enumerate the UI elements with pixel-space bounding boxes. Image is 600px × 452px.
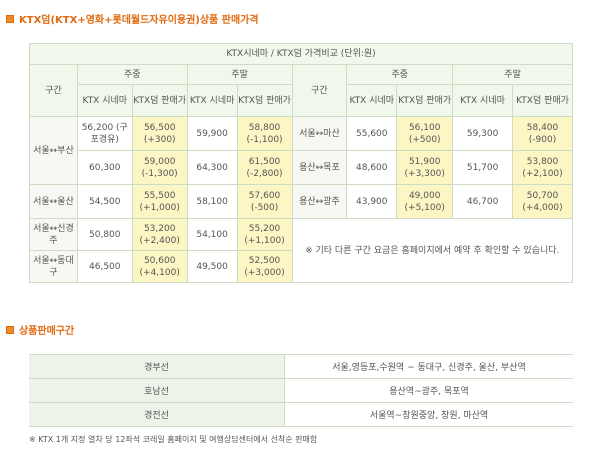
line-name: 호남선 — [29, 378, 285, 403]
price-cell: 52,500 (+3,000) — [236, 250, 293, 283]
section-title-text: 상품판매구간 — [19, 326, 75, 337]
price-cell: 49,000 (+5,100) — [396, 184, 454, 219]
section-title-text: KTX덤(KTX+영화+롯데월드자유이용권)상품 판매가격 — [19, 15, 259, 26]
price-cell: 54,500 — [76, 184, 133, 219]
price-cell: 53,800 (+2,100) — [512, 150, 573, 185]
header-dum-price: KTX덤 판매가 — [131, 84, 188, 117]
table-row: 60,300 59,000 (-1,300) 64,300 61,500 (-2… — [30, 150, 573, 185]
header-weekend: 주말 — [452, 64, 573, 85]
price-cell: 50,600 (+4,100) — [131, 250, 188, 283]
routes-table: 경부선 서울,영등포,수원역 ~ 동대구, 신경주, 울산, 부산역 호남선 용… — [29, 354, 573, 427]
price-cell: 46,700 — [452, 184, 514, 219]
price-cell: 56,100 (+500) — [396, 116, 454, 151]
table-row: 서울↔동대구 46,500 50,600 (+4,100) 49,500 52,… — [29, 250, 573, 283]
route-label: 용산↔광주 — [291, 184, 348, 219]
price-cell: 56,500 (+300) — [131, 116, 188, 151]
route-label: 서울↔동대구 — [29, 250, 78, 283]
price-cell: 55,500 (+1,000) — [131, 184, 188, 219]
price-table: KTX시네마 / KTX덤 가격비교 (단위:원) 구간 주중 주말 구간 주중… — [29, 43, 574, 283]
header-dum-price: KTX덤 판매가 — [512, 84, 573, 117]
price-cell: 49,500 — [186, 250, 238, 283]
price-cell: 51,900 (+3,300) — [396, 150, 454, 185]
route-label: 서울↔신경주 — [29, 218, 78, 251]
bullet-icon — [6, 14, 14, 23]
table-caption: KTX시네마 / KTX덤 가격비교 (단위:원) — [29, 43, 573, 65]
line-stations: 용산역~광주, 목포역 — [284, 378, 573, 403]
price-cell: 58,100 — [186, 184, 238, 219]
price-cell: 59,300 — [452, 116, 514, 151]
route-note: ※ 기타 다른 구간 요금은 홈페이지에서 예약 후 확인할 수 있습니다. — [291, 218, 574, 283]
header-ktx-cinema: KTX 시네마 — [452, 84, 514, 117]
table-row: 서울↔울산 54,500 55,500 (+1,000) 58,100 57,6… — [29, 184, 573, 219]
header-section: 구간 — [29, 64, 78, 117]
price-cell: 53,200 (+2,400) — [131, 218, 188, 251]
header-ktx-cinema: KTX 시네마 — [76, 84, 133, 117]
price-cell: 50,700 (+4,000) — [512, 184, 573, 219]
header-weekday: 주중 — [76, 64, 188, 85]
price-cell: 50,800 — [76, 218, 133, 251]
header-weekend: 주말 — [186, 64, 293, 85]
price-cell: 48,600 — [346, 150, 398, 185]
section-title-routes: 상품판매구간 — [6, 322, 74, 337]
route-label: 서울↔마산 — [291, 116, 348, 151]
header-ktx-cinema: KTX 시네마 — [346, 84, 398, 117]
price-cell: 61,500 (-2,800) — [236, 150, 293, 185]
header-ktx-cinema: KTX 시네마 — [186, 84, 238, 117]
price-cell: 57,600 (-500) — [236, 184, 293, 219]
price-cell: 60,300 — [76, 150, 133, 185]
bullet-icon — [6, 325, 14, 334]
line-stations: 서울,영등포,수원역 ~ 동대구, 신경주, 울산, 부산역 — [284, 354, 573, 379]
header-section: 구간 — [291, 64, 348, 117]
table-row: 호남선 용산역~광주, 목포역 — [29, 378, 573, 403]
price-cell: 54,100 — [186, 218, 238, 251]
table-row: 경부선 서울,영등포,수원역 ~ 동대구, 신경주, 울산, 부산역 — [29, 354, 573, 379]
price-cell: 43,900 — [346, 184, 398, 219]
table-row: 서울↔신경주 50,800 53,200 (+2,400) 54,100 55,… — [29, 218, 574, 283]
line-name: 경전선 — [29, 402, 285, 427]
price-cell: 58,400 (-900) — [512, 116, 573, 151]
header-weekday: 주중 — [346, 64, 454, 85]
price-cell: 59,900 — [186, 116, 238, 151]
price-cell: 59,000 (-1,300) — [131, 150, 188, 185]
section-title-prices: KTX덤(KTX+영화+롯데월드자유이용권)상품 판매가격 — [6, 11, 259, 26]
line-stations: 서울역~창원중앙, 창원, 마산역 — [284, 402, 573, 427]
table-row: 경전선 서울역~창원중앙, 창원, 마산역 — [29, 402, 573, 427]
header-dum-price: KTX덤 판매가 — [236, 84, 293, 117]
table-row: 서울↔부산 56,200 (구포경유) 56,500 (+300) 59,900… — [29, 116, 573, 185]
price-cell: 55,200 (+1,100) — [236, 218, 293, 251]
route-label: 용산↔목포 — [291, 150, 348, 185]
header-dum-price: KTX덤 판매가 — [396, 84, 454, 117]
price-cell: 58,800 (-1,100) — [236, 116, 293, 151]
line-name: 경부선 — [29, 354, 285, 379]
price-cell: 51,700 — [452, 150, 514, 185]
price-cell: 56,200 (구포경유) — [76, 116, 133, 151]
price-cell: 46,500 — [76, 250, 133, 283]
footnote: ※ KTX 1개 지정 열차 당 12좌석 코레일 홈페이지 및 여행상담센터에… — [29, 435, 318, 444]
route-label: 서울↔부산 — [29, 116, 78, 185]
price-cell: 64,300 — [186, 150, 238, 185]
route-label: 서울↔울산 — [29, 184, 78, 219]
price-cell: 55,600 — [346, 116, 398, 151]
